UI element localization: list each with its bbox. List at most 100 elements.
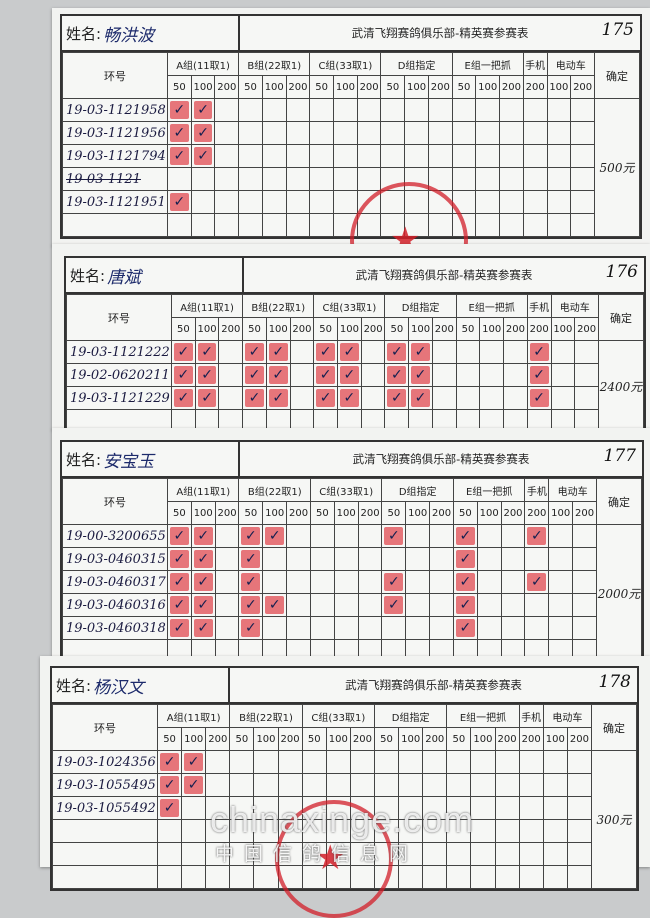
entry-cell[interactable]: ✓ bbox=[167, 144, 192, 168]
entry-cell[interactable] bbox=[524, 616, 550, 640]
entry-cell[interactable] bbox=[238, 213, 263, 237]
entry-cell[interactable] bbox=[429, 524, 454, 548]
entry-cell[interactable] bbox=[214, 167, 240, 191]
entry-cell[interactable] bbox=[548, 570, 574, 594]
entry-cell[interactable] bbox=[261, 213, 287, 237]
entry-cell[interactable] bbox=[524, 547, 550, 571]
entry-cell[interactable] bbox=[427, 213, 453, 237]
entry-cell[interactable]: ✓ bbox=[381, 570, 407, 594]
entry-cell[interactable] bbox=[431, 363, 457, 387]
entry-cell[interactable] bbox=[181, 819, 207, 843]
entry-cell[interactable] bbox=[546, 190, 572, 214]
entry-cell[interactable] bbox=[373, 842, 400, 866]
entry-cell[interactable] bbox=[503, 340, 528, 364]
entry-cell[interactable] bbox=[349, 865, 375, 889]
entry-cell[interactable] bbox=[398, 865, 424, 889]
entry-cell[interactable] bbox=[373, 750, 400, 774]
entry-cell[interactable] bbox=[518, 750, 544, 774]
entry-cell[interactable] bbox=[309, 593, 335, 617]
entry-cell[interactable]: ✓ bbox=[408, 386, 433, 410]
entry-cell[interactable] bbox=[470, 796, 496, 820]
entry-cell[interactable] bbox=[381, 547, 407, 571]
entry-cell[interactable]: ✓ bbox=[313, 386, 339, 410]
entry-cell[interactable] bbox=[542, 865, 568, 889]
entry-cell[interactable] bbox=[333, 547, 359, 571]
entry-cell[interactable] bbox=[356, 167, 382, 191]
entry-cell[interactable] bbox=[427, 190, 453, 214]
entry-cell[interactable] bbox=[494, 750, 520, 774]
entry-cell[interactable] bbox=[214, 190, 240, 214]
entry-cell[interactable] bbox=[429, 616, 454, 640]
entry-cell[interactable]: ✓ bbox=[524, 570, 550, 594]
entry-cell[interactable] bbox=[446, 865, 472, 889]
entry-cell[interactable]: ✓ bbox=[167, 547, 192, 571]
entry-cell[interactable]: ✓ bbox=[194, 386, 220, 410]
entry-cell[interactable] bbox=[325, 750, 351, 774]
entry-cell[interactable] bbox=[572, 570, 597, 594]
entry-cell[interactable] bbox=[309, 547, 335, 571]
entry-cell[interactable] bbox=[522, 121, 548, 145]
entry-cell[interactable] bbox=[500, 616, 526, 640]
entry-cell[interactable] bbox=[404, 144, 429, 168]
entry-cell[interactable]: ✓ bbox=[313, 363, 339, 387]
entry-cell[interactable] bbox=[470, 819, 496, 843]
entry-cell[interactable] bbox=[360, 386, 386, 410]
entry-cell[interactable] bbox=[500, 570, 526, 594]
entry-cell[interactable]: ✓ bbox=[381, 593, 407, 617]
entry-cell[interactable] bbox=[574, 386, 599, 410]
entry-cell[interactable] bbox=[357, 547, 383, 571]
entry-cell[interactable] bbox=[286, 524, 311, 548]
entry-cell[interactable]: ✓ bbox=[167, 98, 192, 122]
entry-cell[interactable] bbox=[398, 842, 424, 866]
entry-cell[interactable] bbox=[325, 819, 351, 843]
entry-cell[interactable]: ✓ bbox=[238, 616, 264, 640]
entry-cell[interactable]: ✓ bbox=[171, 340, 196, 364]
entry-cell[interactable]: ✓ bbox=[171, 363, 196, 387]
entry-cell[interactable] bbox=[309, 167, 335, 191]
entry-cell[interactable] bbox=[475, 98, 501, 122]
entry-cell[interactable] bbox=[451, 121, 477, 145]
entry-cell[interactable] bbox=[286, 593, 311, 617]
entry-cell[interactable] bbox=[499, 121, 524, 145]
entry-cell[interactable] bbox=[566, 750, 593, 774]
entry-cell[interactable] bbox=[218, 340, 244, 364]
entry-cell[interactable] bbox=[381, 616, 407, 640]
entry-cell[interactable] bbox=[427, 121, 453, 145]
entry-cell[interactable] bbox=[285, 144, 311, 168]
entry-cell[interactable] bbox=[429, 593, 454, 617]
entry-cell[interactable]: ✓ bbox=[194, 340, 220, 364]
entry-cell[interactable] bbox=[548, 524, 574, 548]
entry-cell[interactable] bbox=[261, 167, 287, 191]
entry-cell[interactable] bbox=[479, 340, 505, 364]
entry-cell[interactable] bbox=[422, 796, 448, 820]
entry-cell[interactable]: ✓ bbox=[452, 616, 478, 640]
entry-cell[interactable] bbox=[356, 121, 382, 145]
entry-cell[interactable]: ✓ bbox=[238, 547, 264, 571]
entry-cell[interactable] bbox=[253, 842, 279, 866]
entry-cell[interactable] bbox=[475, 144, 501, 168]
entry-cell[interactable] bbox=[333, 121, 358, 145]
entry-cell[interactable] bbox=[542, 750, 568, 774]
entry-cell[interactable] bbox=[205, 750, 231, 774]
entry-cell[interactable] bbox=[422, 865, 448, 889]
entry-cell[interactable] bbox=[214, 121, 240, 145]
entry-cell[interactable]: ✓ bbox=[190, 524, 216, 548]
entry-cell[interactable] bbox=[431, 386, 457, 410]
entry-cell[interactable] bbox=[286, 547, 311, 571]
entry-cell[interactable] bbox=[570, 167, 595, 191]
entry-cell[interactable] bbox=[446, 773, 472, 797]
entry-cell[interactable] bbox=[522, 98, 548, 122]
entry-cell[interactable]: ✓ bbox=[190, 593, 216, 617]
entry-cell[interactable] bbox=[494, 796, 520, 820]
entry-cell[interactable] bbox=[427, 144, 453, 168]
entry-cell[interactable] bbox=[405, 570, 431, 594]
entry-cell[interactable] bbox=[548, 593, 574, 617]
entry-cell[interactable] bbox=[309, 524, 335, 548]
entry-cell[interactable]: ✓ bbox=[262, 524, 288, 548]
entry-cell[interactable] bbox=[518, 842, 544, 866]
entry-cell[interactable]: ✓ bbox=[156, 773, 183, 797]
entry-cell[interactable] bbox=[566, 842, 593, 866]
entry-cell[interactable]: ✓ bbox=[265, 363, 291, 387]
entry-cell[interactable]: ✓ bbox=[408, 363, 433, 387]
entry-cell[interactable] bbox=[349, 773, 375, 797]
